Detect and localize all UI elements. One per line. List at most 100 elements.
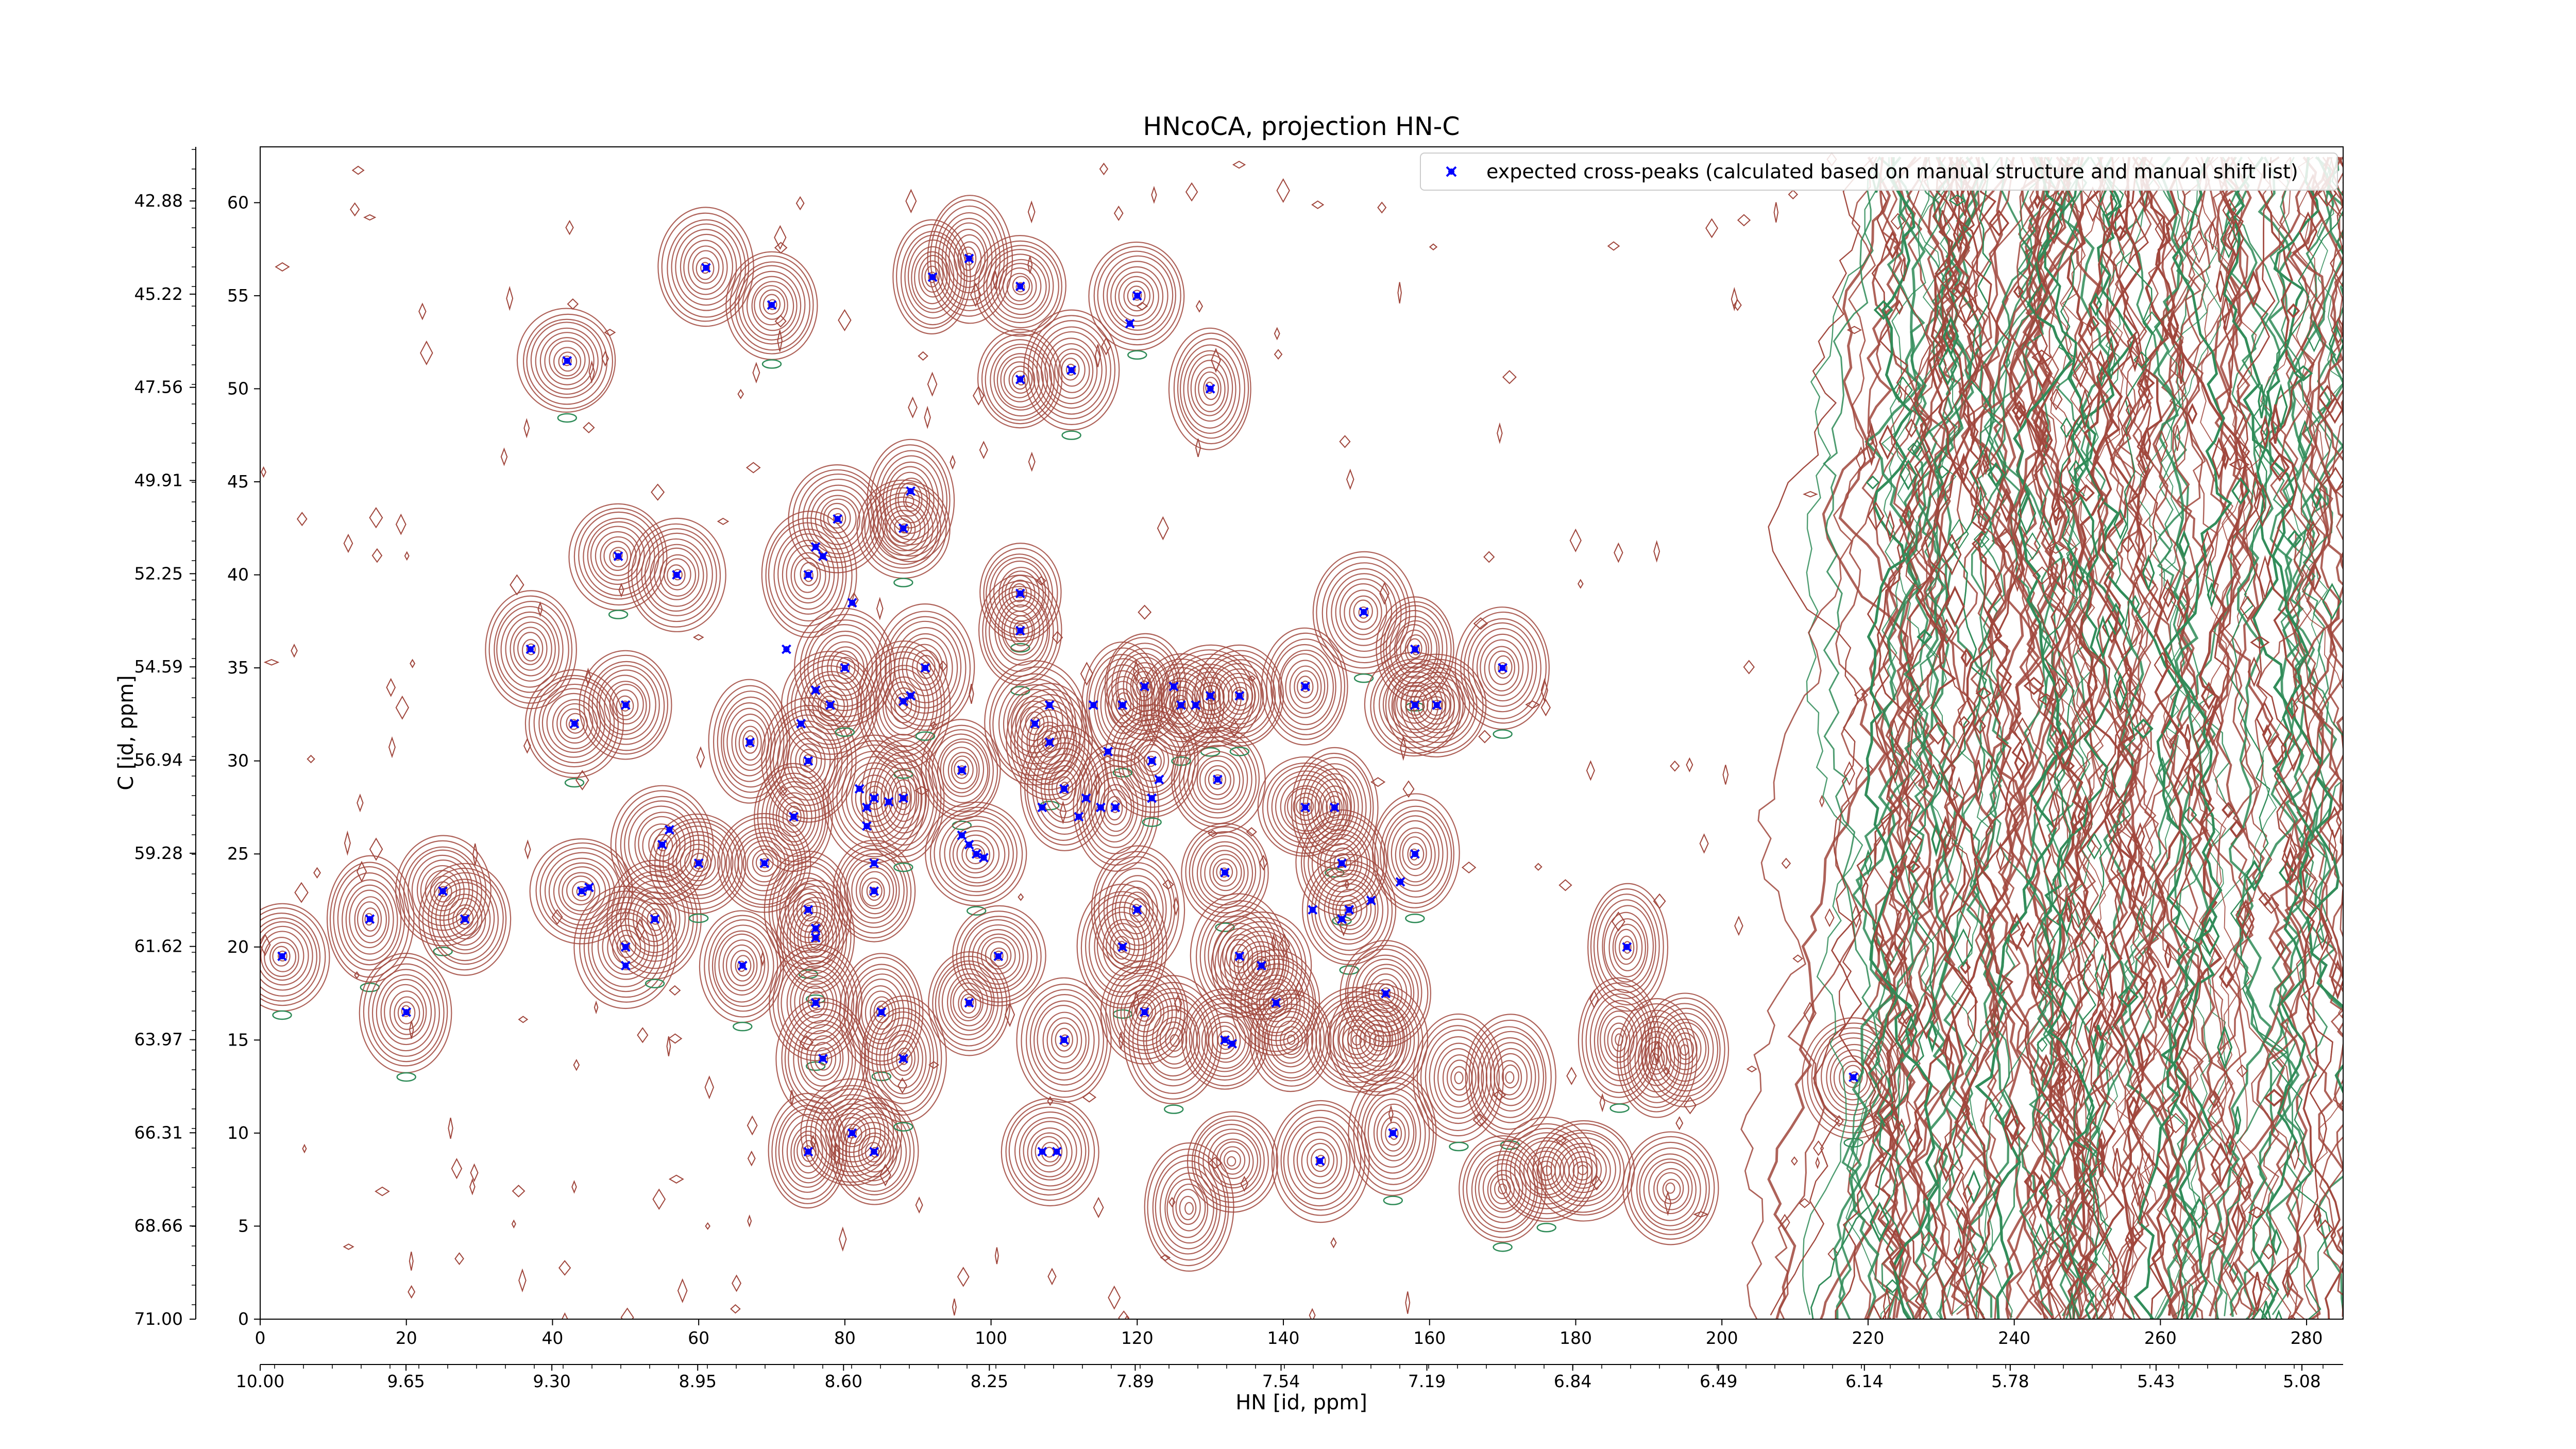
noise-diamond — [2234, 1106, 2242, 1135]
contour-ring — [1331, 573, 1397, 652]
noise-diamond — [2200, 681, 2217, 711]
noise-diamond — [2240, 595, 2256, 620]
cross-peak-marker — [365, 914, 375, 924]
negative-contour — [1536, 1223, 1556, 1233]
contour-ring — [946, 973, 993, 1031]
ppm-y-tick-label: 49.91 — [134, 470, 183, 491]
contour-ring — [811, 931, 820, 943]
noise-speck — [1397, 282, 1402, 304]
contour-ring — [1110, 800, 1120, 813]
cross-peak-marker — [1110, 802, 1121, 813]
ppm-y-tick-label: 47.56 — [134, 377, 183, 397]
noise-diamond — [2261, 1243, 2276, 1260]
contour-ring — [794, 557, 821, 593]
contour-ring — [1257, 997, 1325, 1082]
contour-ring — [751, 281, 794, 331]
contour-ring — [1218, 672, 1260, 720]
contour-ring — [853, 1127, 894, 1177]
contour-ring — [1227, 1156, 1236, 1167]
contour-ring — [1160, 644, 1262, 748]
cross-peak-marker — [840, 663, 850, 673]
contour-ring — [800, 1030, 844, 1087]
noise-speck — [950, 454, 956, 470]
cross-peak-marker — [613, 551, 623, 561]
noise-diamond — [2276, 939, 2285, 958]
contour-ring — [657, 207, 754, 327]
cross-peak-marker — [438, 886, 448, 896]
noise-diamond — [2071, 901, 2086, 929]
contour-ring — [985, 941, 1012, 970]
noise-speck — [371, 548, 383, 563]
noise-speck — [307, 754, 315, 764]
contour-ring — [539, 332, 595, 390]
contour-ring — [965, 844, 986, 865]
noise-diamond — [2037, 1037, 2048, 1053]
negative-contour — [1383, 1195, 1403, 1205]
noise-speck — [745, 462, 761, 474]
contour-ring — [784, 1008, 861, 1109]
contour-ring — [1373, 1035, 1384, 1047]
noise-diamond — [2068, 460, 2084, 484]
contour-ring — [1357, 1082, 1430, 1185]
noise-diamond — [2166, 1113, 2186, 1134]
contour-peak — [1295, 809, 1387, 926]
contour-ring — [1249, 989, 1332, 1092]
contour-ring — [671, 223, 742, 311]
contour-peak — [839, 953, 924, 1082]
contour-ring — [260, 931, 304, 981]
contour-ring — [1152, 1009, 1198, 1069]
negative-noise-trace — [2223, 156, 2343, 1095]
contour-ring — [961, 840, 991, 870]
noise-diamond — [1907, 443, 1920, 456]
noise-speck — [1599, 1093, 1605, 1113]
contour-ring — [548, 857, 615, 926]
positive-noise-trace — [2004, 157, 2075, 1319]
noise-diamond — [2200, 529, 2214, 569]
cross-peak-marker — [957, 765, 967, 776]
noise-speck — [302, 1143, 307, 1154]
noise-speck — [1733, 299, 1742, 311]
contour-ring — [1498, 662, 1507, 675]
contour-ring — [986, 249, 1054, 324]
noise-speck — [1555, 1134, 1567, 1146]
contour-ring — [460, 914, 470, 925]
cross-peak-marker — [767, 300, 777, 310]
negative-contour — [835, 727, 855, 737]
contour-ring — [1203, 377, 1219, 400]
negative-contour — [1405, 914, 1425, 923]
contour-ring — [448, 898, 483, 940]
contour-peak — [761, 511, 857, 638]
contour-ring — [1383, 605, 1448, 692]
contour-ring — [1342, 999, 1415, 1082]
cross-peak-marker — [1308, 905, 1318, 915]
contour-ring — [1223, 1150, 1241, 1170]
cross-peak-marker — [818, 1053, 828, 1064]
contour-ring — [804, 569, 814, 582]
positive-noise-trace — [2121, 157, 2309, 1316]
noise-diamond — [2031, 974, 2040, 1001]
noise-speck — [1586, 760, 1595, 781]
contour-ring — [418, 863, 512, 976]
contour-ring — [898, 633, 953, 703]
noise-speck — [343, 533, 353, 553]
noise-speck — [601, 350, 609, 367]
noise-speck — [1815, 1156, 1820, 1170]
contour-ring — [609, 684, 644, 724]
noise-speck — [448, 1117, 453, 1139]
contour-ring — [1657, 1013, 1714, 1086]
cross-peak-marker — [1220, 1035, 1230, 1045]
noise-speck — [356, 861, 367, 883]
ppm-x-tick-label: 7.89 — [1116, 1371, 1154, 1391]
contour-ring — [1114, 880, 1158, 940]
noise-speck — [618, 582, 624, 598]
contour-ring — [1146, 755, 1156, 767]
positive-noise-trace — [1949, 156, 2093, 1316]
contour-ring — [1048, 765, 1082, 812]
contour-ring — [1211, 1138, 1254, 1186]
contour-ring — [760, 858, 770, 869]
contour-ring — [394, 996, 420, 1030]
contour-ring — [833, 513, 843, 525]
contour-ring — [1395, 827, 1436, 883]
y-tick-label: 15 — [227, 1030, 249, 1050]
negative-noise-trace — [2214, 156, 2315, 1319]
